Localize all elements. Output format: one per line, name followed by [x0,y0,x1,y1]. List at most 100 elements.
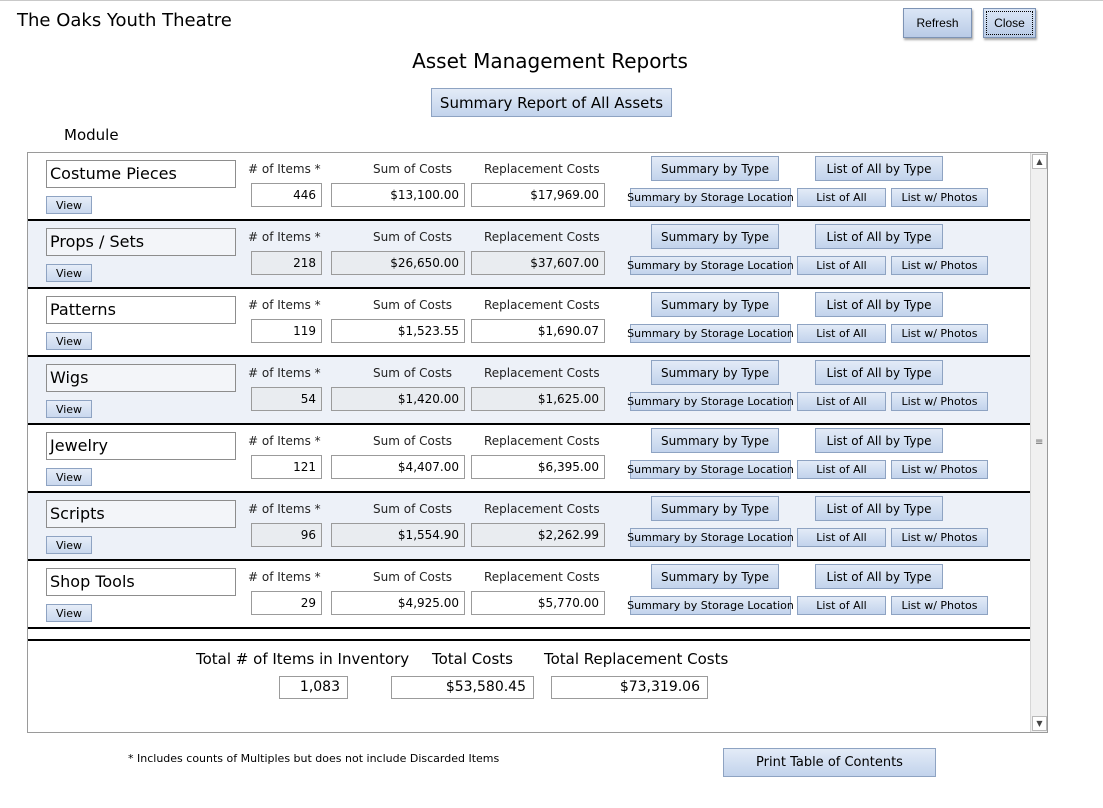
module-name: Scripts [46,500,236,528]
items-count: 54 [251,387,322,411]
module-row-jewelry: Jewelry View # of Items * Sum of Costs R… [28,425,1031,493]
list-all-button[interactable]: List of All [797,596,886,615]
sum-of-costs: $4,407.00 [331,455,465,479]
total-replacement-value: $73,319.06 [551,676,708,699]
module-row-wigs: Wigs View # of Items * Sum of Costs Repl… [28,357,1031,425]
items-label: # of Items * [248,366,321,380]
view-button[interactable]: View [46,536,92,554]
print-toc-button[interactable]: Print Table of Contents [723,748,936,777]
list-all-by-type-button[interactable]: List of All by Type [815,496,943,521]
vertical-scrollbar[interactable]: ▲ ≡ ▼ [1030,153,1047,732]
list-all-by-type-button[interactable]: List of All by Type [815,428,943,453]
module-column-label: Module [64,126,119,144]
app-title: The Oaks Youth Theatre [17,10,232,31]
items-count: 446 [251,183,322,207]
replacement-costs: $5,770.00 [471,591,605,615]
view-button[interactable]: View [46,196,92,214]
view-button[interactable]: View [46,332,92,350]
list-all-by-type-button[interactable]: List of All by Type [815,224,943,249]
summary-by-storage-button[interactable]: Summary by Storage Location [627,324,794,343]
list-with-photos-button[interactable]: List w/ Photos [891,324,988,343]
list-all-button[interactable]: List of All [797,528,886,547]
top-border [0,0,1103,1]
view-button[interactable]: View [46,400,92,418]
summary-by-type-button[interactable]: Summary by Type [651,496,779,521]
list-all-button[interactable]: List of All [797,256,886,275]
summary-by-type-button[interactable]: Summary by Type [651,156,779,181]
list-with-photos-button[interactable]: List w/ Photos [891,392,988,411]
replacement-label: Replacement Costs [484,162,600,176]
items-count: 218 [251,251,322,275]
summary-by-storage-button[interactable]: Summary by Storage Location [627,188,794,207]
scroll-up-icon[interactable]: ▲ [1032,154,1047,169]
scroll-down-icon[interactable]: ▼ [1032,716,1047,731]
list-all-by-type-button[interactable]: List of All by Type [815,292,943,317]
summary-by-storage-button[interactable]: Summary by Storage Location [627,596,794,615]
sum-of-costs: $13,100.00 [331,183,465,207]
module-name: Shop Tools [46,568,236,596]
items-label: # of Items * [248,162,321,176]
list-with-photos-button[interactable]: List w/ Photos [891,460,988,479]
replacement-costs: $37,607.00 [471,251,605,275]
module-row-scripts: Scripts View # of Items * Sum of Costs R… [28,493,1031,561]
total-costs-value: $53,580.45 [391,676,534,699]
sum-label: Sum of Costs [373,298,453,312]
list-all-by-type-button[interactable]: List of All by Type [815,156,943,181]
total-items-label: Total # of Items in Inventory [196,650,410,668]
items-label: # of Items * [248,298,321,312]
module-name: Props / Sets [46,228,236,256]
list-with-photos-button[interactable]: List w/ Photos [891,596,988,615]
items-label: # of Items * [248,502,321,516]
summary-by-type-button[interactable]: Summary by Type [651,224,779,249]
sum-label: Sum of Costs [373,570,453,584]
footnote: * Includes counts of Multiples but does … [128,752,500,765]
view-button[interactable]: View [46,264,92,282]
sum-of-costs: $1,554.90 [331,523,465,547]
view-button[interactable]: View [46,468,92,486]
summary-by-storage-button[interactable]: Summary by Storage Location [627,256,794,275]
replacement-costs: $1,690.07 [471,319,605,343]
module-name: Patterns [46,296,236,324]
refresh-button[interactable]: Refresh [903,8,972,38]
list-all-button[interactable]: List of All [797,188,886,207]
module-name: Jewelry [46,432,236,460]
module-name: Costume Pieces [46,160,236,188]
sum-of-costs: $1,420.00 [331,387,465,411]
summary-by-storage-button[interactable]: Summary by Storage Location [627,528,794,547]
items-count: 121 [251,455,322,479]
module-row-shop-tools: Shop Tools View # of Items * Sum of Cost… [28,561,1031,629]
summary-by-type-button[interactable]: Summary by Type [651,564,779,589]
summary-report-button[interactable]: Summary Report of All Assets [431,88,672,117]
sum-of-costs: $4,925.00 [331,591,465,615]
summary-by-storage-button[interactable]: Summary by Storage Location [627,392,794,411]
summary-by-type-button[interactable]: Summary by Type [651,428,779,453]
summary-by-type-button[interactable]: Summary by Type [651,360,779,385]
list-all-button[interactable]: List of All [797,392,886,411]
summary-by-storage-button[interactable]: Summary by Storage Location [627,460,794,479]
replacement-label: Replacement Costs [484,434,600,448]
list-with-photos-button[interactable]: List w/ Photos [891,256,988,275]
list-all-button[interactable]: List of All [797,324,886,343]
totals-divider [28,639,1031,641]
list-all-by-type-button[interactable]: List of All by Type [815,564,943,589]
items-count: 119 [251,319,322,343]
sum-of-costs: $26,650.00 [331,251,465,275]
replacement-label: Replacement Costs [484,570,600,584]
scroll-grip-icon[interactable]: ≡ [1035,437,1044,448]
summary-by-type-button[interactable]: Summary by Type [651,292,779,317]
list-with-photos-button[interactable]: List w/ Photos [891,188,988,207]
replacement-label: Replacement Costs [484,298,600,312]
replacement-costs: $17,969.00 [471,183,605,207]
close-button[interactable]: Close [983,8,1036,38]
replacement-costs: $2,262.99 [471,523,605,547]
sum-label: Sum of Costs [373,230,453,244]
modules-panel: Costume Pieces View # of Items * Sum of … [27,152,1048,733]
items-count: 96 [251,523,322,547]
module-name: Wigs [46,364,236,392]
sum-label: Sum of Costs [373,366,453,380]
view-button[interactable]: View [46,604,92,622]
list-all-button[interactable]: List of All [797,460,886,479]
list-all-by-type-button[interactable]: List of All by Type [815,360,943,385]
list-with-photos-button[interactable]: List w/ Photos [891,528,988,547]
items-count: 29 [251,591,322,615]
